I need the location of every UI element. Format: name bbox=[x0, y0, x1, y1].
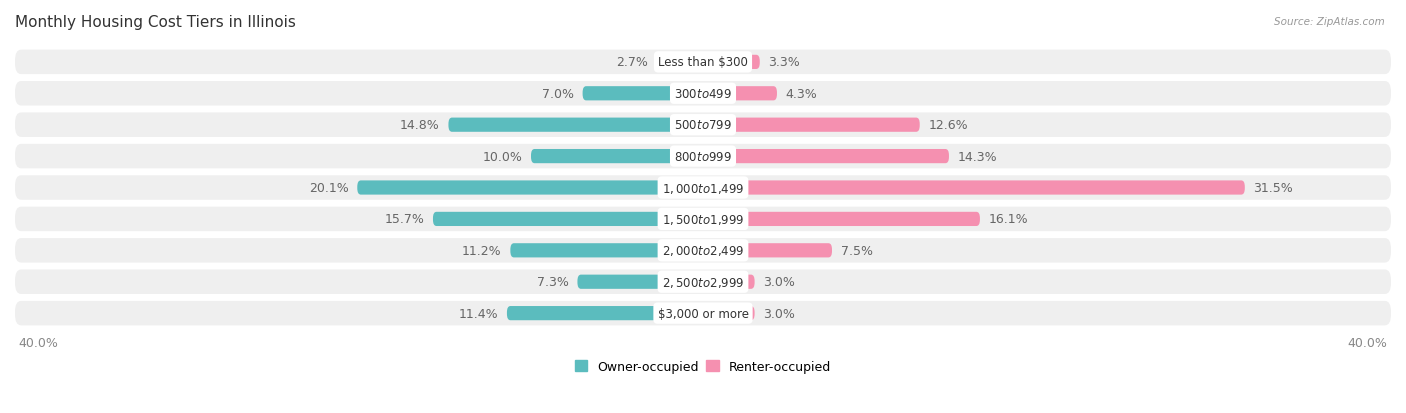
Text: 7.5%: 7.5% bbox=[841, 244, 873, 257]
FancyBboxPatch shape bbox=[15, 82, 1391, 106]
Text: 14.3%: 14.3% bbox=[957, 150, 997, 163]
Text: 14.8%: 14.8% bbox=[401, 119, 440, 132]
FancyBboxPatch shape bbox=[703, 150, 949, 164]
Text: 31.5%: 31.5% bbox=[1253, 182, 1294, 195]
Text: $300 to $499: $300 to $499 bbox=[673, 88, 733, 100]
FancyBboxPatch shape bbox=[15, 301, 1391, 325]
Text: 40.0%: 40.0% bbox=[18, 336, 58, 349]
Text: 11.4%: 11.4% bbox=[458, 307, 498, 320]
FancyBboxPatch shape bbox=[15, 145, 1391, 169]
Text: 7.0%: 7.0% bbox=[541, 88, 574, 100]
Text: 3.0%: 3.0% bbox=[763, 307, 794, 320]
FancyBboxPatch shape bbox=[703, 244, 832, 258]
FancyBboxPatch shape bbox=[703, 212, 980, 226]
Text: 20.1%: 20.1% bbox=[309, 182, 349, 195]
Legend: Owner-occupied, Renter-occupied: Owner-occupied, Renter-occupied bbox=[569, 355, 837, 378]
Text: 3.3%: 3.3% bbox=[768, 56, 800, 69]
Text: 11.2%: 11.2% bbox=[463, 244, 502, 257]
FancyBboxPatch shape bbox=[657, 56, 703, 70]
FancyBboxPatch shape bbox=[510, 244, 703, 258]
Text: $500 to $799: $500 to $799 bbox=[673, 119, 733, 132]
Text: $3,000 or more: $3,000 or more bbox=[658, 307, 748, 320]
Text: 15.7%: 15.7% bbox=[384, 213, 425, 226]
FancyBboxPatch shape bbox=[703, 87, 778, 101]
FancyBboxPatch shape bbox=[15, 113, 1391, 138]
Text: 4.3%: 4.3% bbox=[786, 88, 817, 100]
Text: $2,000 to $2,499: $2,000 to $2,499 bbox=[662, 244, 744, 258]
FancyBboxPatch shape bbox=[703, 118, 920, 133]
Text: Monthly Housing Cost Tiers in Illinois: Monthly Housing Cost Tiers in Illinois bbox=[15, 15, 295, 30]
FancyBboxPatch shape bbox=[15, 176, 1391, 200]
Text: Less than $300: Less than $300 bbox=[658, 56, 748, 69]
Text: $2,500 to $2,999: $2,500 to $2,999 bbox=[662, 275, 744, 289]
FancyBboxPatch shape bbox=[703, 275, 755, 289]
FancyBboxPatch shape bbox=[703, 56, 759, 70]
Text: $800 to $999: $800 to $999 bbox=[673, 150, 733, 163]
FancyBboxPatch shape bbox=[449, 118, 703, 133]
FancyBboxPatch shape bbox=[508, 306, 703, 320]
FancyBboxPatch shape bbox=[15, 238, 1391, 263]
FancyBboxPatch shape bbox=[531, 150, 703, 164]
FancyBboxPatch shape bbox=[578, 275, 703, 289]
FancyBboxPatch shape bbox=[15, 270, 1391, 294]
FancyBboxPatch shape bbox=[582, 87, 703, 101]
FancyBboxPatch shape bbox=[433, 212, 703, 226]
Text: 10.0%: 10.0% bbox=[482, 150, 523, 163]
FancyBboxPatch shape bbox=[703, 181, 1244, 195]
FancyBboxPatch shape bbox=[703, 306, 755, 320]
Text: Source: ZipAtlas.com: Source: ZipAtlas.com bbox=[1274, 17, 1385, 26]
Text: 3.0%: 3.0% bbox=[763, 275, 794, 289]
Text: $1,500 to $1,999: $1,500 to $1,999 bbox=[662, 212, 744, 226]
Text: $1,000 to $1,499: $1,000 to $1,499 bbox=[662, 181, 744, 195]
Text: 12.6%: 12.6% bbox=[928, 119, 967, 132]
FancyBboxPatch shape bbox=[357, 181, 703, 195]
Text: 2.7%: 2.7% bbox=[616, 56, 648, 69]
Text: 16.1%: 16.1% bbox=[988, 213, 1028, 226]
Text: 7.3%: 7.3% bbox=[537, 275, 569, 289]
FancyBboxPatch shape bbox=[15, 50, 1391, 75]
FancyBboxPatch shape bbox=[15, 207, 1391, 232]
Text: 40.0%: 40.0% bbox=[1348, 336, 1388, 349]
